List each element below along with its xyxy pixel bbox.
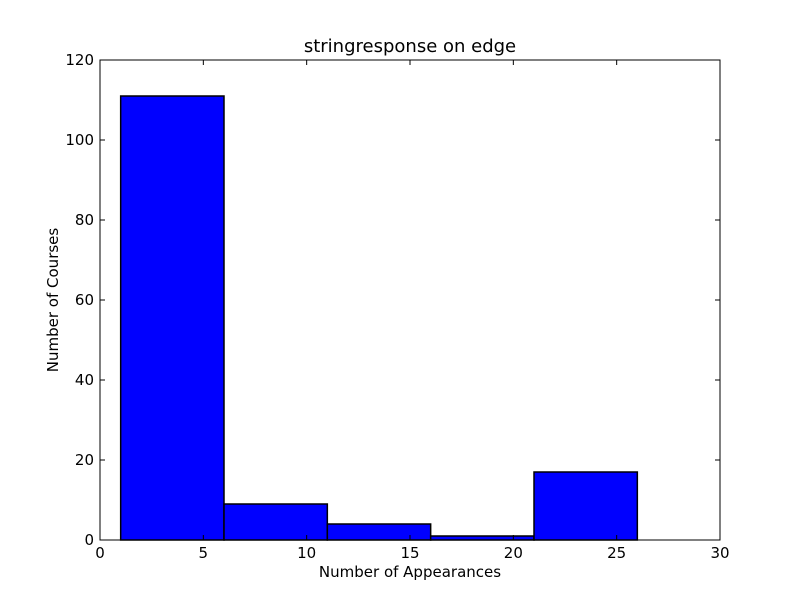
x-tick-labels: 0 5 10 15 20 25 30	[95, 544, 729, 562]
x-tick-label: 25	[607, 544, 626, 562]
histogram-bar-4	[429, 535, 535, 541]
y-tick-label: 20	[75, 451, 94, 469]
chart-title: stringresponse on edge	[304, 36, 516, 57]
histogram-bar-2	[223, 503, 329, 541]
y-axis-label: Number of Courses	[44, 228, 62, 373]
x-tick-label: 5	[199, 544, 209, 562]
x-tick-label: 30	[710, 544, 729, 562]
ticks-group	[99, 59, 721, 541]
x-tick-label: 0	[95, 544, 105, 562]
y-tick-label: 0	[84, 531, 94, 549]
y-tick-label: 80	[75, 211, 94, 229]
x-tick-label: 10	[297, 544, 316, 562]
x-axis-label: Number of Appearances	[319, 563, 501, 581]
x-tick-label: 15	[400, 544, 419, 562]
y-tick-label: 40	[75, 371, 94, 389]
histogram-bar-1	[119, 95, 225, 541]
y-tick-label: 100	[65, 131, 94, 149]
bars-group	[119, 95, 639, 541]
histogram-bar-5	[533, 471, 639, 541]
histogram-bar-3	[326, 523, 432, 541]
x-tick-label: 20	[504, 544, 523, 562]
y-tick-label: 120	[65, 51, 94, 69]
y-tick-label: 60	[75, 291, 94, 309]
y-tick-labels: 0 20 40 60 80 100 120	[65, 51, 94, 549]
